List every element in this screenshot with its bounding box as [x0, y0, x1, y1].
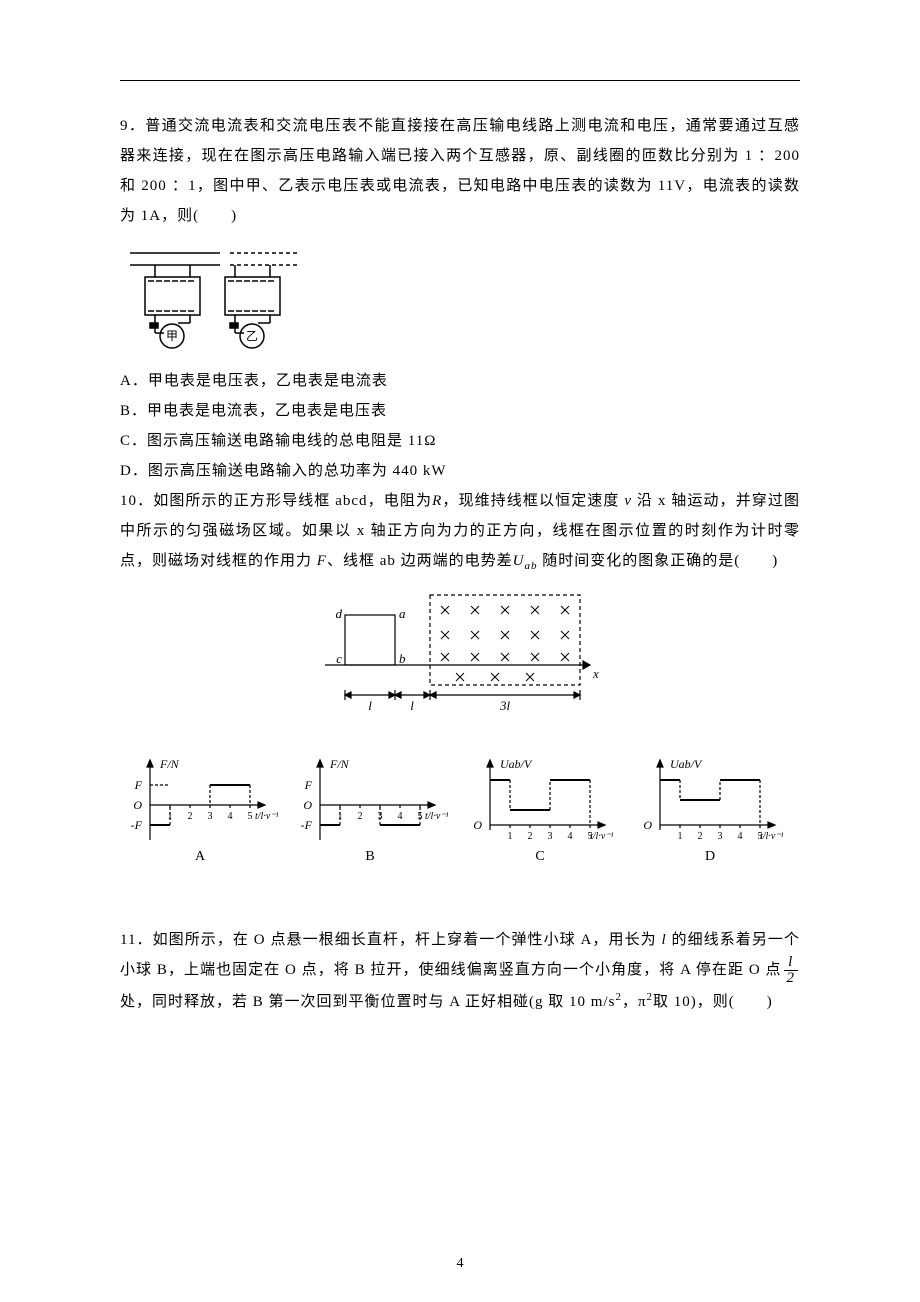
q9-option-c: C．图示高压输送电路输电线的总电阻是 11Ω — [120, 426, 800, 456]
gA-xlabel: t/l·v⁻¹ — [255, 811, 279, 822]
q10-lbl-b: b — [399, 651, 406, 666]
gA-t2: 2 — [188, 811, 193, 822]
q11-seg-e: 取 10)，则( ) — [653, 994, 773, 1010]
gB-F: F — [304, 778, 313, 792]
q10-lbl-c: c — [336, 651, 342, 666]
gD-t2: 2 — [698, 831, 703, 842]
spacer — [120, 895, 800, 925]
q10-seg-e: 随时间变化的图象正确的是( ) — [537, 553, 778, 569]
q10-seg-b: ，现维持线框以恒定速度 — [442, 493, 624, 509]
gB-t1: 1 — [338, 811, 343, 822]
page-number: 4 — [0, 1256, 920, 1272]
q9-meter-right-label: 乙 — [246, 329, 258, 343]
gD-O: O — [643, 818, 652, 832]
gD-t4: 4 — [738, 831, 743, 842]
q9-text: 9．普通交流电流表和交流电压表不能直接接在高压输电线路上测电流和电压，通常要通过… — [120, 111, 800, 231]
gC-ylabel: Uab/V — [500, 757, 533, 771]
q9-option-a: A．甲电表是电压表，乙电表是电流表 — [120, 366, 800, 396]
gC-caption: C — [535, 849, 544, 864]
gA-F: F — [134, 778, 143, 792]
gC-t2: 2 — [528, 831, 533, 842]
q10-main-figure: d a c b x l l 3l — [120, 585, 800, 745]
q11-seg-d: ，π — [622, 994, 647, 1010]
gB-negF: -F — [301, 818, 313, 832]
q10-dim-3l: 3l — [499, 698, 511, 713]
q9-meter-left-label: 甲 — [166, 329, 178, 343]
q10-dim-l1: l — [368, 698, 372, 713]
q10-seg-d: 、线框 ab 边两端的电势差 — [327, 553, 513, 569]
q10-text: 10．如图所示的正方形导线框 abcd，电阻为R，现维持线框以恒定速度 v 沿 … — [120, 486, 800, 577]
gB-t4: 4 — [398, 811, 403, 822]
gD-xlabel: t/l·v⁻¹ — [760, 831, 784, 842]
q11-frac-den: 2 — [784, 971, 799, 986]
gA-t3: 3 — [208, 811, 213, 822]
gD-t3: 3 — [718, 831, 723, 842]
q9-figure: 甲 乙 — [120, 241, 800, 356]
page: 9．普通交流电流表和交流电压表不能直接接在高压输电线路上测电流和电压，通常要通过… — [0, 0, 920, 1302]
gB-O: O — [303, 798, 312, 812]
gC-xlabel: t/l·v⁻¹ — [590, 831, 614, 842]
q10-seg-a: 如图所示的正方形导线框 abcd，电阻为 — [153, 493, 432, 509]
gA-t5: 5 — [248, 811, 253, 822]
gA-negF: -F — [131, 818, 143, 832]
gB-caption: B — [365, 849, 374, 864]
gC-t4: 4 — [568, 831, 573, 842]
gA-t4: 4 — [228, 811, 233, 822]
gB-xlabel: t/l·v⁻¹ — [425, 811, 449, 822]
gA-ylabel: F/N — [159, 757, 180, 771]
gB-t5: 5 — [418, 811, 423, 822]
gB-t2: 2 — [358, 811, 363, 822]
q10-Uab-sub: ab — [524, 560, 537, 572]
q10-lbl-a: a — [399, 606, 406, 621]
gA-caption: A — [195, 849, 206, 864]
gC-t1: 1 — [508, 831, 513, 842]
q11-frac-num: l — [784, 955, 799, 971]
q10-number: 10． — [120, 493, 153, 509]
header-rule — [120, 80, 800, 81]
q11-number: 11． — [120, 932, 153, 948]
q9-body: 普通交流电流表和交流电压表不能直接接在高压输电线路上测电流和电压，通常要通过互感… — [120, 118, 800, 224]
q11-text: 11．如图所示，在 O 点悬一根细长直杆，杆上穿着一个弹性小球 A，用长为 l … — [120, 925, 800, 1017]
q10-Uab-u: U — [513, 553, 525, 569]
q10-R: R — [432, 493, 442, 509]
q11-seg-c: 处，同时释放，若 B 第一次回到平衡位置时与 A 正好相碰(g 取 10 m/s — [120, 994, 615, 1010]
q10-dim-l2: l — [410, 698, 414, 713]
gD-t1: 1 — [678, 831, 683, 842]
q10-option-figures: F/N F O -F 1 2 3 4 5 t/l·v⁻¹ A — [120, 755, 800, 885]
q11-frac: l2 — [784, 955, 799, 986]
gB-ylabel: F/N — [329, 757, 350, 771]
q9-number: 9． — [120, 118, 145, 134]
gA-O: O — [133, 798, 142, 812]
gD-ylabel: Uab/V — [670, 757, 703, 771]
gD-caption: D — [705, 849, 715, 864]
q10-v: v — [624, 493, 632, 509]
gC-O: O — [473, 818, 482, 832]
q11-seg-a: 如图所示，在 O 点悬一根细长直杆，杆上穿着一个弹性小球 A，用长为 — [153, 932, 662, 948]
q10-lbl-x: x — [592, 666, 599, 681]
q10-lbl-d: d — [336, 606, 343, 621]
q10-F: F — [317, 553, 327, 569]
gC-t3: 3 — [548, 831, 553, 842]
q9-option-d: D．图示高压输送电路输入的总功率为 440 kW — [120, 456, 800, 486]
gB-t3: 3 — [378, 811, 383, 822]
gA-t1: 1 — [168, 811, 173, 822]
q9-option-b: B．甲电表是电流表，乙电表是电压表 — [120, 396, 800, 426]
